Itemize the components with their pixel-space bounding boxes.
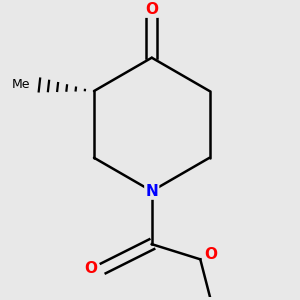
Text: O: O <box>204 247 218 262</box>
Text: Me: Me <box>12 79 30 92</box>
Text: O: O <box>145 2 158 17</box>
Text: O: O <box>85 261 98 276</box>
Text: N: N <box>146 184 158 199</box>
